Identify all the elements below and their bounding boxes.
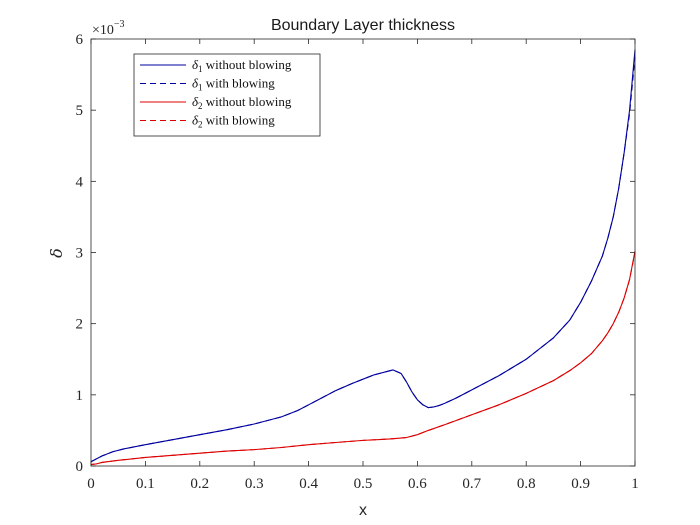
x-tick-label: 0.4 — [299, 476, 318, 492]
legend-entry-label: δ1 with blowing — [192, 76, 275, 93]
y-axis-label: δ — [47, 248, 66, 258]
x-axis-label: x — [359, 502, 367, 519]
y-tick-label: 2 — [76, 317, 84, 333]
y-tick-label: 6 — [76, 32, 84, 48]
legend-entry-label: δ2 with blowing — [192, 113, 275, 130]
y-tick-label: 0 — [76, 459, 84, 475]
legend-entry-label: δ2 without blowing — [192, 94, 292, 111]
y-tick-label: 5 — [76, 103, 84, 119]
series-line-four — [90, 252, 636, 466]
y-exponent-label: ×10−3 — [92, 19, 125, 38]
chart-title: Boundary Layer thickness — [271, 17, 455, 34]
x-tick-label: 0 — [87, 476, 95, 492]
legend-box — [133, 53, 321, 137]
y-tick-label: 1 — [76, 388, 84, 404]
x-tick-label: 0.1 — [136, 476, 155, 492]
series-layer — [90, 49, 636, 466]
series-line-two — [90, 56, 636, 463]
y-tick-label: 4 — [76, 174, 84, 190]
x-tick-label: 0.2 — [190, 476, 209, 492]
axes-layer: 0 0.1 0.2 0.3 0.4 0.5 0.6 0.7 0.8 0.9 1 0 1 2 3 4 5 6 — [76, 32, 639, 492]
y-tick-label: 3 — [76, 246, 84, 262]
x-tick-label: 0.8 — [517, 476, 536, 492]
x-tick-label: 0.9 — [571, 476, 590, 492]
x-tick-label: 0.6 — [408, 476, 427, 492]
x-tick-label: 0.7 — [462, 476, 481, 492]
x-tick-label: 0.5 — [354, 476, 373, 492]
x-tick-label: 1 — [631, 476, 639, 492]
x-tick-label: 0.3 — [245, 476, 264, 492]
legend-entry-label: δ1 without blowing — [192, 57, 292, 74]
